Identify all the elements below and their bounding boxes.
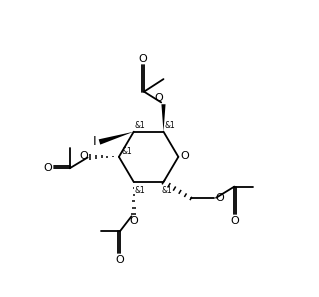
Polygon shape [161,104,166,132]
Text: &1: &1 [162,186,172,195]
Text: O: O [154,93,163,103]
Text: O: O [216,193,224,203]
Text: &1: &1 [135,121,146,130]
Text: O: O [181,151,189,161]
Text: O: O [230,216,239,226]
Text: O: O [138,53,147,64]
Text: O: O [80,151,88,161]
Text: O: O [130,216,138,226]
Text: &1: &1 [121,147,132,156]
Polygon shape [99,132,134,145]
Text: &1: &1 [165,121,175,130]
Text: &1: &1 [135,186,146,195]
Text: O: O [43,163,52,173]
Text: I: I [93,135,97,148]
Text: O: O [116,255,124,265]
